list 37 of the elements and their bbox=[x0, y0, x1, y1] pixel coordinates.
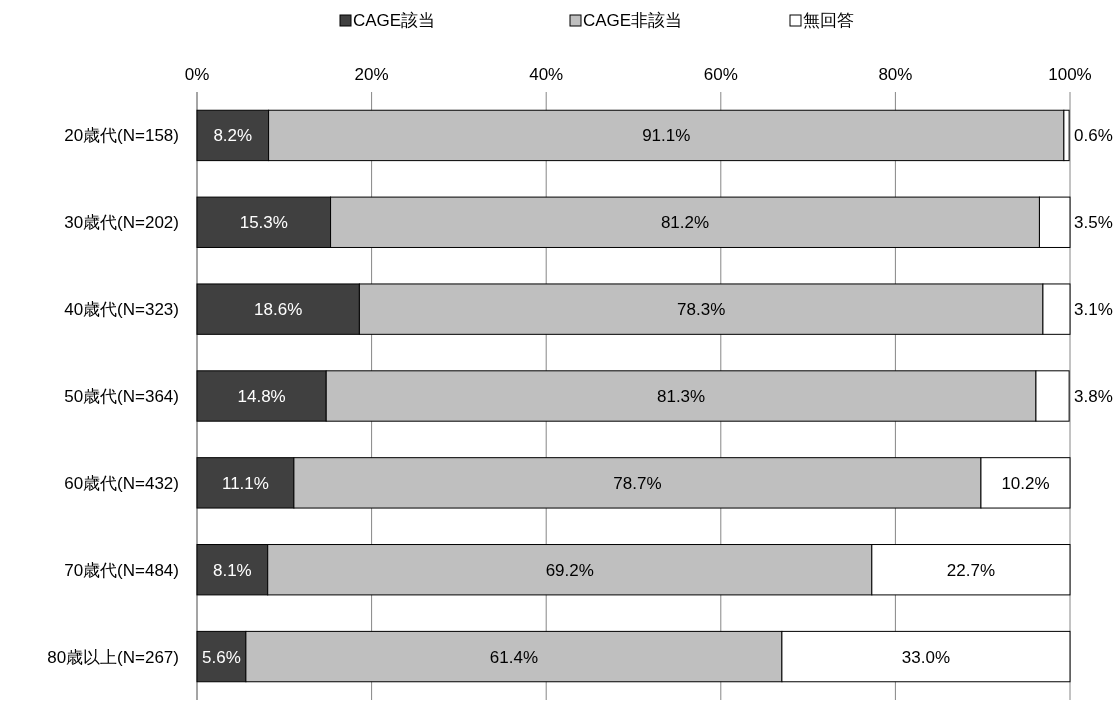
y-tick-label: 80歳以上(N=267) bbox=[47, 647, 179, 667]
x-tick-label: 40% bbox=[529, 65, 564, 84]
y-tick-label: 30歳代(N=202) bbox=[64, 213, 179, 233]
y-tick-label: 40歳代(N=323) bbox=[64, 300, 179, 320]
data-label: 81.2% bbox=[660, 213, 710, 233]
data-label: 3.1% bbox=[1074, 300, 1113, 320]
data-label: 18.6% bbox=[254, 300, 303, 320]
data-label: 3.5% bbox=[1074, 213, 1113, 233]
x-tick-label: 100% bbox=[1048, 65, 1092, 84]
data-label: 81.3% bbox=[656, 387, 706, 406]
data-label: 8.2% bbox=[213, 126, 253, 146]
data-label: 61.4% bbox=[489, 647, 538, 667]
data-label: 15.3% bbox=[239, 213, 288, 233]
data-label: 11.1% bbox=[221, 473, 269, 493]
data-label: 3.8% bbox=[1074, 387, 1113, 406]
x-tick-label: 60% bbox=[703, 65, 738, 84]
data-label: 14.8% bbox=[237, 387, 286, 406]
data-label: 78.3% bbox=[677, 300, 726, 320]
y-tick-label: 20歳代(N=158) bbox=[64, 126, 179, 146]
data-label: 22.7% bbox=[946, 560, 996, 580]
data-label: 0.6% bbox=[1074, 126, 1113, 146]
data-label: 91.1% bbox=[642, 126, 691, 146]
legend-label: 無回答 bbox=[803, 11, 854, 30]
data-label: 8.1% bbox=[212, 560, 252, 580]
legend-label: CAGE該当 bbox=[353, 11, 436, 30]
x-tick-label: 20% bbox=[354, 65, 389, 84]
data-label: 69.2% bbox=[545, 560, 594, 580]
y-tick-label: 70歳代(N=484) bbox=[64, 560, 179, 580]
data-label: 5.6% bbox=[202, 647, 241, 667]
legend-label: CAGE非該当 bbox=[583, 11, 683, 30]
data-label: 78.7% bbox=[613, 473, 662, 493]
data-label: 10.2% bbox=[1001, 473, 1050, 493]
x-tick-label: 0% bbox=[184, 65, 210, 84]
y-tick-label: 60歳代(N=432) bbox=[64, 473, 179, 493]
x-tick-label: 80% bbox=[878, 65, 913, 84]
data-label: 33.0% bbox=[901, 647, 951, 667]
y-tick-label: 50歳代(N=364) bbox=[64, 387, 179, 406]
